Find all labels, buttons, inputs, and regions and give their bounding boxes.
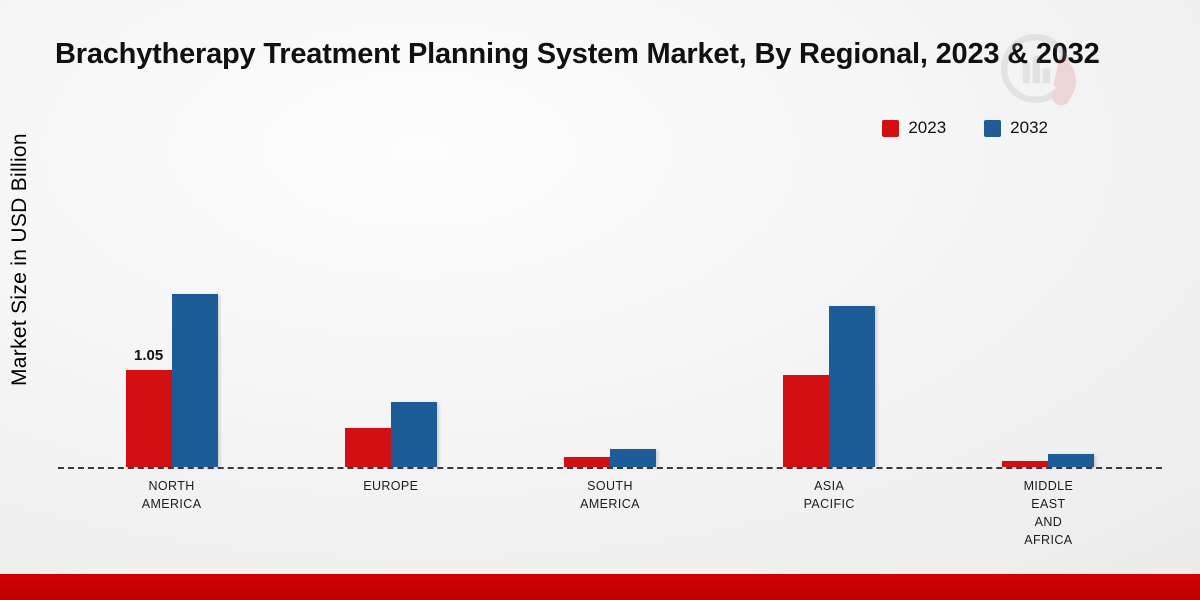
bar-2032[interactable]: [1048, 454, 1095, 467]
bar-group: EUROPE: [281, 267, 500, 493]
category-label: NORTH AMERICA: [141, 479, 202, 512]
plot-region: 1.05 NORTH AMERICA EUROPE SOUTH AMERICA ASIA PA…: [62, 267, 1158, 547]
category-label: ASIA PACIFIC: [803, 479, 855, 512]
bar-group: SOUTH AMERICA: [500, 267, 719, 511]
legend-swatch-2023-icon: [882, 119, 900, 137]
category-label: SOUTH AMERICA: [580, 479, 640, 512]
x-axis-line: [58, 467, 1162, 469]
bar-value-label: 1.05: [133, 347, 164, 365]
bar-2023[interactable]: [564, 456, 610, 467]
legend-swatch-2032-icon: [984, 119, 1002, 137]
watermark-logo: [995, 28, 1087, 120]
bar-pair: [564, 448, 656, 467]
bar-pair: [344, 401, 437, 467]
bar-2032[interactable]: [610, 448, 656, 467]
y-axis-label: Market Size in USD Billion: [8, 133, 31, 387]
bar-2023[interactable]: 1.05: [125, 347, 172, 467]
bar-2023[interactable]: [344, 428, 391, 467]
legend-label-2023: 2023: [908, 118, 947, 137]
bar-2023[interactable]: [783, 375, 830, 467]
legend-label-2032: 2032: [1010, 118, 1048, 137]
bar-pair: [783, 306, 876, 467]
bar-2032[interactable]: [829, 306, 876, 467]
footer-band: [0, 574, 1200, 600]
legend-item-2023[interactable]: 2023: [882, 118, 946, 138]
legend-item-2032[interactable]: 2032: [984, 118, 1048, 138]
bar-group: ASIA PACIFIC: [720, 267, 939, 511]
bar-2032[interactable]: [171, 294, 218, 467]
bar-pair: [1002, 454, 1095, 467]
bar-group: 1.05 NORTH AMERICA: [62, 267, 281, 511]
bar-group: MIDDLE EAST AND AFRICA: [939, 267, 1158, 547]
legend: 2023 2032: [882, 118, 1048, 138]
chart-title: Brachytherapy Treatment Planning System …: [55, 38, 1100, 70]
bar-2032[interactable]: [390, 401, 437, 467]
chart-area: 1.05 NORTH AMERICA EUROPE SOUTH AMERICA ASIA PA…: [58, 267, 1162, 567]
category-label: EUROPE: [363, 479, 419, 493]
category-label: MIDDLE EAST AND AFRICA: [1023, 479, 1074, 548]
bar-2023[interactable]: [1002, 460, 1049, 467]
bar-pair: 1.05: [125, 294, 218, 467]
